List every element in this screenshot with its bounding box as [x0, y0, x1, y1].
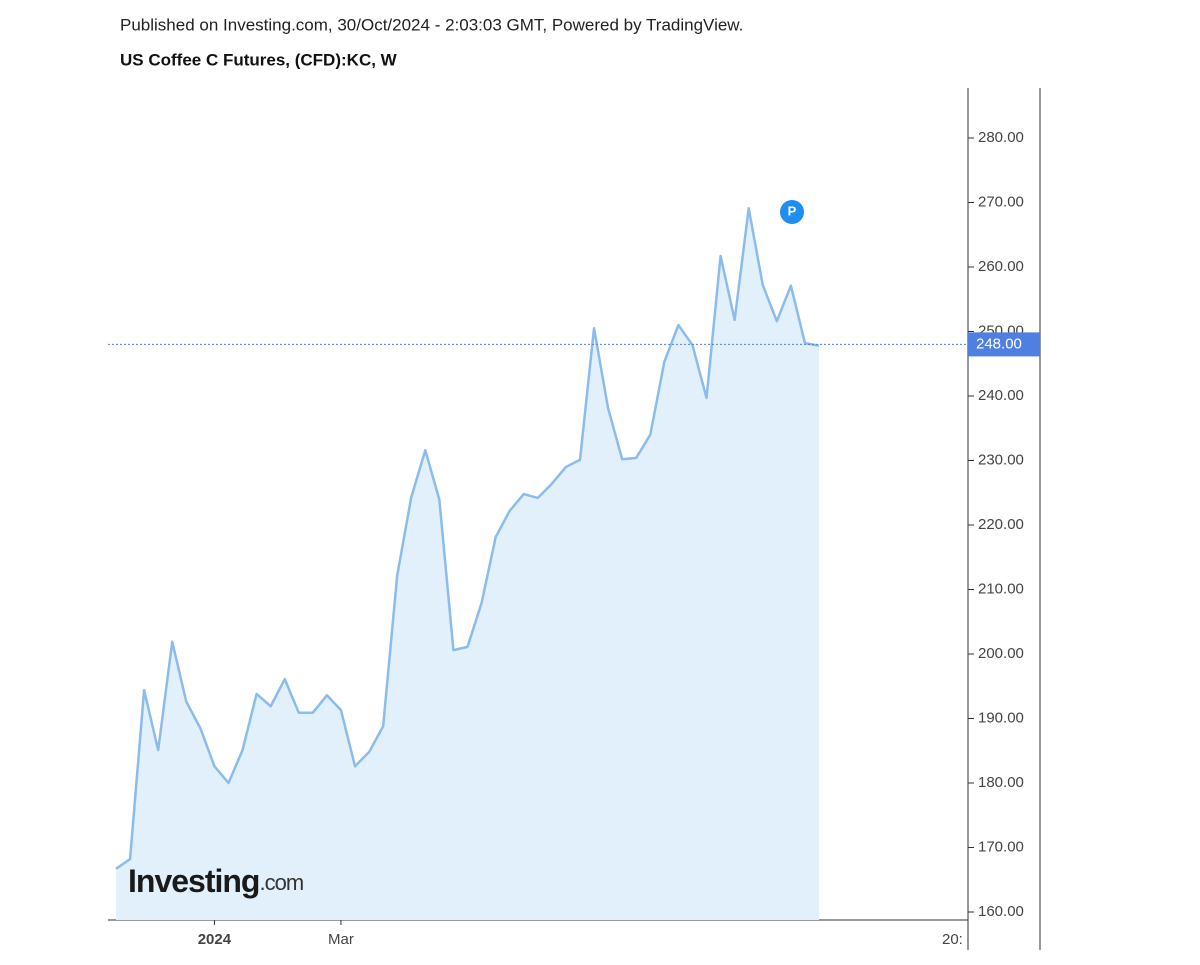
x-tick-label: 2024 — [198, 931, 232, 948]
published-note: Published on Investing.com, 30/Oct/2024 … — [120, 15, 743, 34]
y-tick-label: 190.00 — [978, 709, 1024, 726]
chart-title: US Coffee C Futures, (CFD):KC, W — [120, 50, 398, 69]
y-tick-label: 160.00 — [978, 903, 1024, 920]
y-tick-label: 210.00 — [978, 580, 1024, 597]
y-tick-label: 200.00 — [978, 645, 1024, 662]
y-tick-label: 170.00 — [978, 838, 1024, 855]
y-tick-label: 180.00 — [978, 774, 1024, 791]
area-fill — [116, 208, 819, 920]
price-line — [115, 207, 820, 870]
x-tick-label: Mar — [328, 931, 354, 948]
marker-label[interactable]: P — [788, 203, 797, 218]
marker-badge[interactable] — [780, 200, 804, 224]
plot — [115, 207, 820, 920]
y-tick-label: 260.00 — [978, 258, 1024, 275]
y-tick-label: 280.00 — [978, 129, 1024, 146]
last-price-label: 248.00 — [976, 335, 1022, 352]
last-price-box — [968, 332, 1040, 357]
logo-suffix: .com — [259, 870, 303, 895]
y-tick-label: 270.00 — [978, 193, 1024, 210]
logo-main: Investing — [128, 863, 259, 899]
x-axis-end-label: 20: — [942, 931, 963, 948]
y-tick-label: 220.00 — [978, 516, 1024, 533]
y-tick-label: 240.00 — [978, 387, 1024, 404]
logo: Investing.com — [128, 863, 303, 899]
y-tick-label: 230.00 — [978, 451, 1024, 468]
